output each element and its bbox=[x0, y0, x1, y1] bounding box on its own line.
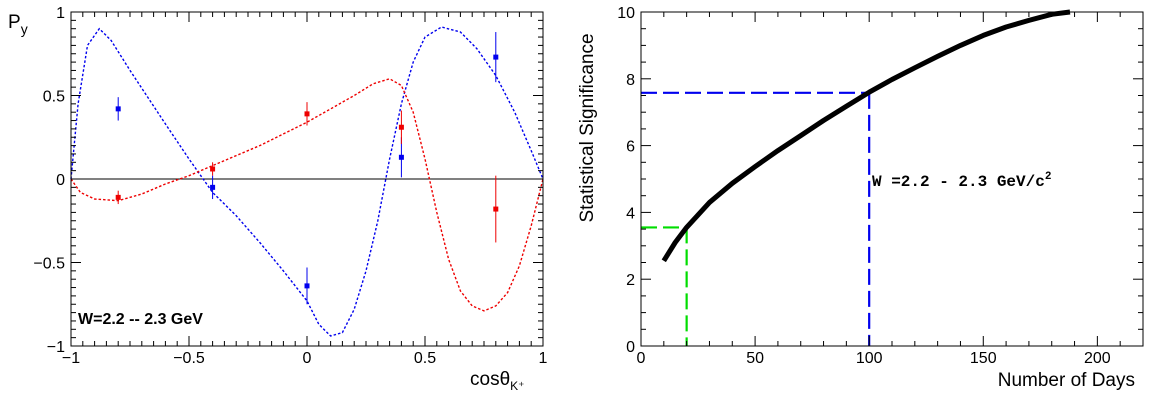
data-point bbox=[115, 194, 121, 200]
y-tick-label: 0.5 bbox=[43, 89, 65, 106]
x-tick-label: −0.5 bbox=[173, 350, 205, 367]
significance-curve-0 bbox=[661, 9, 1071, 263]
data-point bbox=[398, 154, 404, 160]
x-tick-label: −1 bbox=[62, 350, 80, 367]
x-tick-label: 100 bbox=[856, 350, 883, 367]
y-tick-label: 0 bbox=[626, 339, 635, 356]
y-tick-label: −1 bbox=[47, 339, 65, 356]
mass-range-annotation-sup: 2 bbox=[1045, 171, 1052, 183]
polarization-plot-area bbox=[70, 26, 544, 337]
x-tick-label: 200 bbox=[1084, 350, 1111, 367]
x-axis-title: cosθK⁺ bbox=[470, 369, 524, 393]
data-point bbox=[115, 106, 121, 112]
data-point bbox=[210, 166, 216, 172]
data-point bbox=[493, 54, 499, 60]
y-tick-label: 10 bbox=[617, 5, 635, 22]
data-point bbox=[210, 184, 216, 190]
y-axis-title: Py bbox=[8, 12, 28, 37]
x-tick-label: 1 bbox=[539, 350, 548, 367]
mass-range-annotation: W =2.2 - 2.3 GeV/c2 bbox=[872, 171, 1051, 191]
x-tick-label: 0.5 bbox=[414, 350, 436, 367]
y-axis-title-main: P bbox=[8, 12, 21, 33]
fit-curve-1 bbox=[70, 78, 544, 312]
y-tick-label: 6 bbox=[626, 139, 635, 156]
energy-range-annotation: W=2.2 -- 2.3 GeV bbox=[78, 311, 203, 328]
y-axis-title-significance: Statistical Significance bbox=[577, 33, 598, 222]
x-tick-label: 150 bbox=[970, 350, 997, 367]
y-tick-label: −0.5 bbox=[33, 256, 65, 273]
data-point bbox=[493, 206, 499, 212]
x-tick-label: 0 bbox=[637, 350, 646, 367]
y-tick-label: 8 bbox=[626, 72, 635, 89]
x-tick-label: 0 bbox=[303, 350, 312, 367]
data-point bbox=[398, 124, 404, 130]
x-tick-label: 50 bbox=[746, 350, 764, 367]
significance-axes: 0 50 100 150 200 0 2 4 6 8 10 bbox=[617, 5, 1144, 367]
mass-range-annotation-main: W =2.2 - 2.3 GeV/c bbox=[872, 173, 1045, 191]
polarization-axes: −1 −0.5 0 0.5 1 −1 −0.5 0 0.5 1 bbox=[33, 5, 547, 367]
y-tick-label: 2 bbox=[626, 272, 635, 289]
x-axis-title-sub: K⁺ bbox=[510, 379, 524, 393]
y-tick-label: 4 bbox=[626, 205, 635, 222]
significance-plot-area bbox=[641, 9, 1071, 346]
data-point bbox=[304, 111, 310, 117]
x-axis-title-main: cosθ bbox=[470, 369, 510, 390]
polarization-chart: −1 −0.5 0 0.5 1−1−0.500.51 W=2.2 -- 2.3 GeV … bbox=[8, 5, 548, 393]
y-tick-label: 1 bbox=[56, 5, 65, 22]
data-point bbox=[304, 283, 310, 289]
y-tick-label: 0 bbox=[56, 172, 65, 189]
fit-curve-0 bbox=[70, 26, 544, 337]
y-axis-title-sub: y bbox=[21, 21, 28, 37]
x-axis-title-days: Number of Days bbox=[998, 370, 1135, 391]
